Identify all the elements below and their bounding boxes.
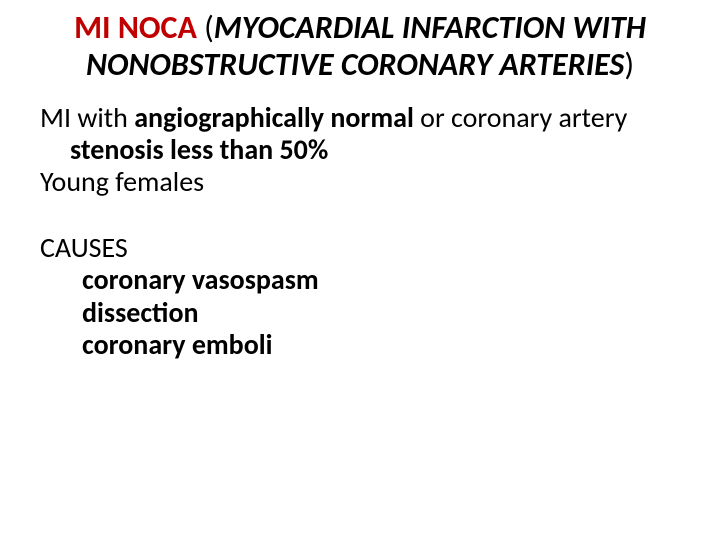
title-acronym: MI NOCA: [74, 8, 197, 47]
def-bold1: angiographically normal: [134, 100, 414, 135]
cause-item: coronary vasospasm: [40, 264, 680, 296]
def-bold2: stenosis less than 50%: [70, 132, 328, 167]
def-mid: or coronary artery: [414, 100, 627, 135]
title-open-paren: (: [197, 8, 214, 47]
def-pre: MI with: [40, 100, 134, 135]
cause-item: dissection: [40, 297, 680, 329]
title-close-paren: ): [624, 45, 634, 84]
slide: MI NOCA (MYOCARDIAL INFARCTION WITH NONO…: [0, 0, 720, 540]
cause-item: coronary emboli: [40, 329, 680, 361]
slide-title: MI NOCA (MYOCARDIAL INFARCTION WITH NONO…: [40, 10, 680, 84]
spacer: [40, 198, 680, 232]
population-line: Young females: [40, 166, 680, 198]
definition-line: MI with angiographically normal or coron…: [40, 102, 680, 166]
slide-body: MI with angiographically normal or coron…: [40, 102, 680, 361]
causes-heading: CAUSES: [40, 232, 680, 264]
